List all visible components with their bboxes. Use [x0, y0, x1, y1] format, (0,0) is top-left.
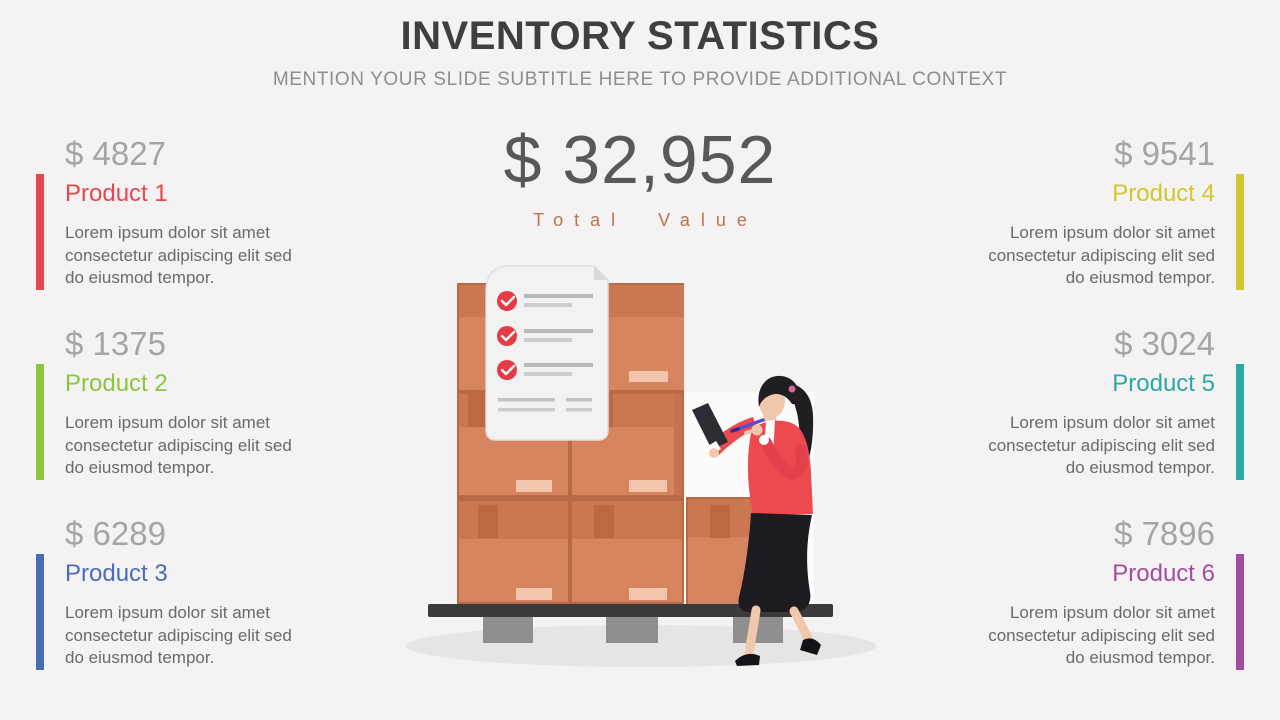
worker: [692, 375, 821, 666]
hair-tie: [788, 385, 796, 393]
product-name: Product 2: [65, 370, 168, 397]
total-value-group: $ 32,952 Total Value: [0, 122, 1280, 231]
accent-bar: [36, 364, 44, 480]
product-value: $ 1375: [65, 325, 166, 362]
product-description: Lorem ipsum dolor sit amet consectetur a…: [65, 603, 292, 667]
product-value: $ 4827: [65, 135, 166, 172]
product-card-5: $ 3024 Product 5 Lorem ipsum dolor sit a…: [982, 326, 1244, 480]
worker-shoe: [735, 653, 760, 666]
checklist-item: [497, 360, 593, 380]
product-description: Lorem ipsum dolor sit amet consectetur a…: [65, 413, 292, 477]
product-value: $ 9541: [1114, 135, 1215, 172]
product-name: Product 3: [65, 560, 168, 587]
product-description: Lorem ipsum dolor sit amet consectetur a…: [988, 413, 1215, 477]
total-value: $ 32,952: [503, 122, 777, 198]
product-card-1: $ 4827 Product 1 Lorem ipsum dolor sit a…: [36, 136, 298, 290]
warehouse-illustration: [406, 265, 876, 667]
product-value: $ 7896: [1114, 515, 1215, 552]
slide-subtitle: MENTION YOUR SLIDE SUBTITLE HERE TO PROV…: [272, 69, 1008, 90]
product-name: Product 6: [1112, 560, 1215, 587]
product-name: Product 1: [65, 180, 168, 207]
product-description: Lorem ipsum dolor sit amet consectetur a…: [65, 223, 292, 287]
paper-fold: [594, 266, 608, 280]
worker-hand: [751, 424, 763, 436]
checklist-item: [497, 326, 593, 346]
accent-bar: [1236, 174, 1244, 290]
product-card-3: $ 6289 Product 3 Lorem ipsum dolor sit a…: [36, 516, 298, 670]
product-name: Product 5: [1112, 370, 1215, 397]
product-description: Lorem ipsum dolor sit amet consectetur a…: [988, 223, 1215, 287]
product-value: $ 6289: [65, 515, 166, 552]
checklist-item: [497, 291, 593, 311]
checkmark-icon: [497, 360, 517, 380]
checkmark-icon: [497, 291, 517, 311]
pallet: [428, 604, 833, 643]
slide-title: INVENTORY STATISTICS: [400, 14, 880, 58]
product-card-4: $ 9541 Product 4 Lorem ipsum dolor sit a…: [982, 136, 1244, 290]
worker-skirt: [738, 513, 812, 612]
product-description: Lorem ipsum dolor sit amet consectetur a…: [988, 603, 1215, 667]
accent-bar: [1236, 554, 1244, 670]
total-value-label: Total Value: [533, 210, 758, 230]
product-value: $ 3024: [1114, 325, 1215, 362]
product-name: Product 4: [1112, 180, 1215, 207]
accent-bar: [36, 174, 44, 290]
product-card-2: $ 1375 Product 2 Lorem ipsum dolor sit a…: [36, 326, 298, 480]
accent-bar: [36, 554, 44, 670]
clipboard: [692, 403, 728, 450]
accent-bar: [1236, 364, 1244, 480]
product-card-6: $ 7896 Product 6 Lorem ipsum dolor sit a…: [982, 516, 1244, 670]
worker-shoe: [800, 638, 821, 655]
checklist-paper: [485, 265, 609, 441]
worker-hand: [709, 448, 719, 458]
checkmark-icon: [497, 326, 517, 346]
slide-header: INVENTORY STATISTICS MENTION YOUR SLIDE …: [0, 12, 1280, 92]
pen: [736, 418, 765, 431]
